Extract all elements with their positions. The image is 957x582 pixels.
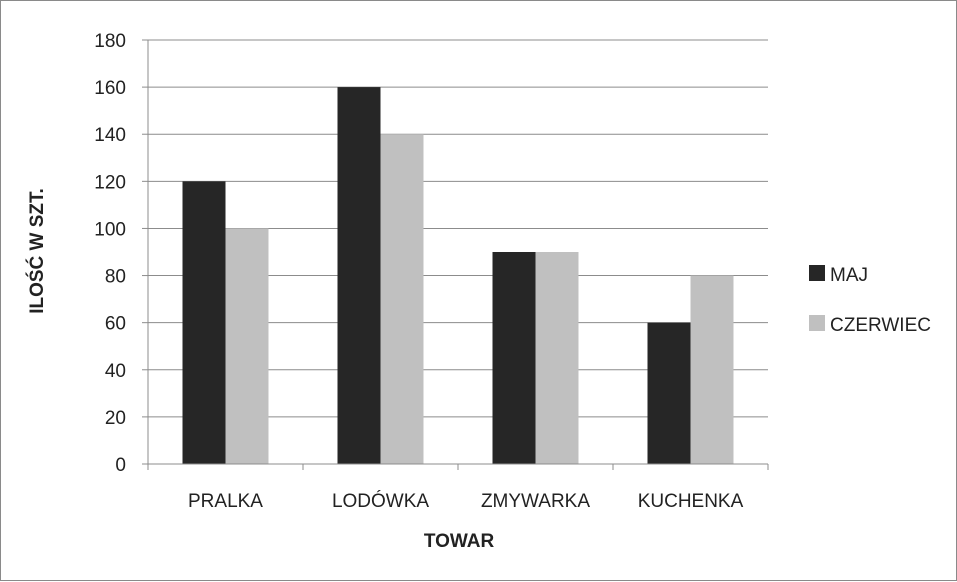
- y-tick-label: 0: [115, 455, 126, 476]
- bar: [690, 275, 734, 464]
- x-category-label: PRALKA: [188, 491, 263, 512]
- y-tick-label: 140: [94, 125, 126, 146]
- bar: [380, 134, 424, 464]
- y-tick-label: 60: [105, 314, 126, 335]
- x-axis-categories: PRALKA LODÓWKA ZMYWARKA KUCHENKA: [188, 490, 744, 512]
- legend-swatch: [809, 265, 825, 281]
- bar: [337, 87, 381, 464]
- axes: [147, 40, 769, 470]
- bars: [182, 87, 734, 465]
- y-axis-title: ILOŚĆ W SZT.: [26, 188, 48, 314]
- legend-label: MAJ: [830, 265, 868, 286]
- bar: [535, 252, 579, 464]
- x-category-label: KUCHENKA: [638, 491, 744, 512]
- y-tick-label: 20: [105, 408, 126, 429]
- bar: [647, 322, 691, 464]
- x-category-label: LODÓWKA: [332, 490, 429, 512]
- bar: [182, 181, 226, 465]
- x-category-label: ZMYWARKA: [481, 491, 590, 512]
- legend-swatch: [809, 315, 825, 331]
- y-tick-label: 120: [94, 172, 126, 193]
- bar: [492, 252, 536, 464]
- x-axis-title: TOWAR: [424, 531, 495, 552]
- y-tick-label: 40: [105, 361, 126, 382]
- y-tick-label: 160: [94, 78, 126, 99]
- y-tick-label: 80: [105, 267, 126, 288]
- y-tick-label: 180: [94, 31, 126, 52]
- y-tick-label: 100: [94, 219, 126, 240]
- bar: [225, 228, 269, 464]
- y-axis-ticks: 0 20 40 60 80 100 120 140 160 180: [94, 31, 148, 476]
- legend-label: CZERWIEC: [830, 315, 931, 336]
- legend: MAJ CZERWIEC: [809, 265, 931, 336]
